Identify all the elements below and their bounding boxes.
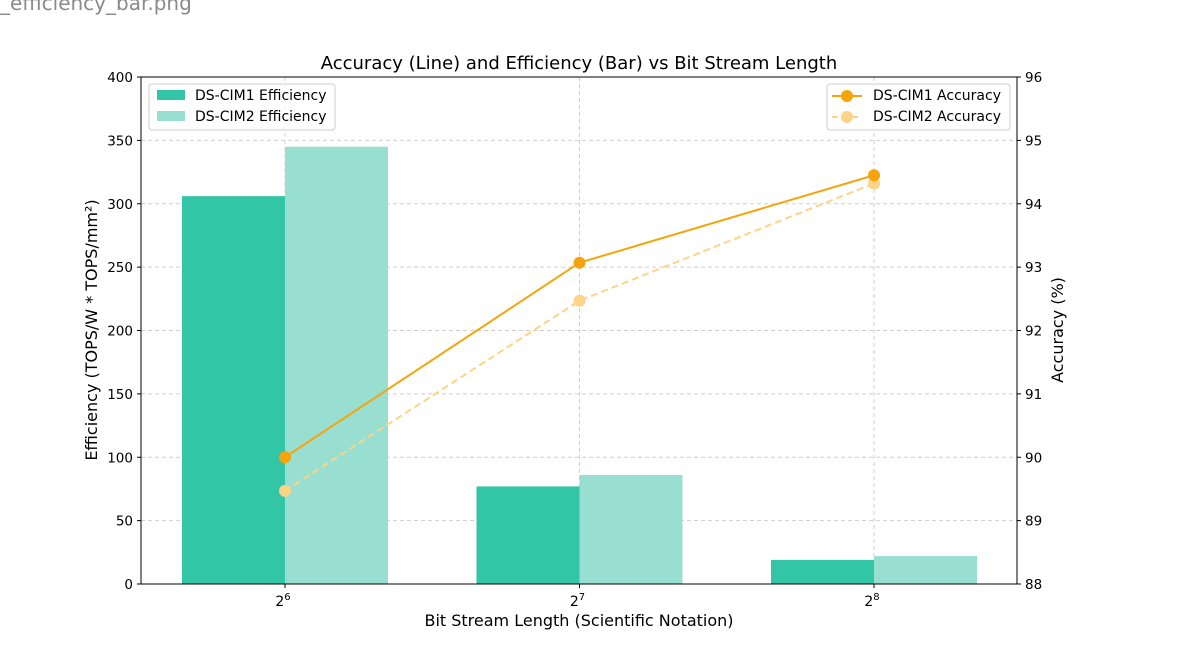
legend-label-ds-cim1-accuracy: DS-CIM1 Accuracy <box>873 88 1001 104</box>
y-tick-label: 250 <box>107 260 133 276</box>
x-tick-base: 2 <box>570 594 579 610</box>
point-ds-cim1-accuracy-0 <box>279 451 291 464</box>
point-ds-cim2-accuracy-0 <box>279 484 291 497</box>
bar-ds-cim1-efficiency-1 <box>476 486 580 584</box>
line-ds-cim2-accuracy <box>284 182 875 492</box>
y2-tick-label: 95 <box>1025 133 1042 149</box>
y2-tick-label: 94 <box>1025 197 1042 213</box>
legend-marker-ds-cim2-accuracy <box>841 111 853 123</box>
legend-label-ds-cim2-efficiency: DS-CIM2 Efficiency <box>195 109 327 125</box>
y2-tick-label: 89 <box>1025 514 1042 530</box>
axes: 0 50 100 150 200 250 300 350 400 88 89 90 91 92 93 94 95… <box>107 70 1042 610</box>
legend-swatch-ds-cim1-efficiency <box>157 90 185 100</box>
point-ds-cim1-accuracy-2 <box>868 169 880 182</box>
legend-label-ds-cim2-accuracy: DS-CIM2 Accuracy <box>873 109 1001 125</box>
y-tick-label: 400 <box>107 70 133 86</box>
y-tick-label: 0 <box>124 577 133 593</box>
y2-tick-label: 93 <box>1025 260 1042 276</box>
y2-tick-label: 88 <box>1025 577 1042 593</box>
legend-swatch-ds-cim2-efficiency <box>157 111 185 121</box>
point-ds-cim2-accuracy-2 <box>868 177 880 190</box>
x-axis-label: Bit Stream Length (Scientific Notation) <box>424 611 733 630</box>
legend-accuracy: DS-CIM1 Accuracy DS-CIM2 Accuracy <box>826 83 1011 131</box>
legend-label-ds-cim1-efficiency: DS-CIM1 Efficiency <box>195 88 327 104</box>
x-tick-label: 27 <box>570 592 585 610</box>
x-tick-base: 2 <box>275 594 284 610</box>
legend-marker-ds-cim1-accuracy <box>841 90 853 102</box>
chart-title: Accuracy (Line) and Efficiency (Bar) vs … <box>321 53 838 74</box>
legend-efficiency: DS-CIM1 Efficiency DS-CIM2 Efficiency <box>148 83 336 131</box>
y-axis-label: Efficiency (TOPS/W * TOPS/mm²) <box>82 199 101 460</box>
x-tick-label: 26 <box>275 592 290 610</box>
y2-tick-label: 96 <box>1025 70 1042 86</box>
y2-tick-label: 91 <box>1025 387 1042 403</box>
bar-ds-cim2-efficiency-0 <box>285 146 388 584</box>
point-ds-cim1-accuracy-1 <box>573 256 586 269</box>
filename-label: _efficiency_bar.png <box>0 0 192 15</box>
y-tick-label: 100 <box>107 450 133 466</box>
y-tick-label: 300 <box>107 197 133 213</box>
y-tick-label: 200 <box>107 324 133 340</box>
point-ds-cim2-accuracy-1 <box>573 294 586 307</box>
legend-accuracy-box <box>826 83 1011 131</box>
x-tick-label: 28 <box>864 592 879 610</box>
bar-ds-cim2-efficiency-1 <box>579 474 683 584</box>
y-tick-label: 50 <box>116 514 133 530</box>
x-tick-base: 2 <box>864 594 873 610</box>
y2-tick-label: 92 <box>1025 324 1042 340</box>
y2-tick-label: 90 <box>1025 450 1042 466</box>
legend-efficiency-box <box>148 83 336 131</box>
x-tick-exponent: 6 <box>284 592 290 603</box>
bar-ds-cim1-efficiency-2 <box>771 559 874 584</box>
y-tick-label: 150 <box>107 387 133 403</box>
bar-ds-cim1-efficiency-0 <box>182 196 285 584</box>
bars <box>182 146 977 584</box>
x-tick-exponent: 8 <box>873 592 879 603</box>
bar-ds-cim2-efficiency-2 <box>874 556 977 584</box>
y-tick-label: 350 <box>107 133 133 149</box>
accuracy-lines <box>279 169 880 497</box>
x-tick-exponent: 7 <box>579 592 585 603</box>
y2-axis-label: Accuracy (%) <box>1048 277 1067 383</box>
